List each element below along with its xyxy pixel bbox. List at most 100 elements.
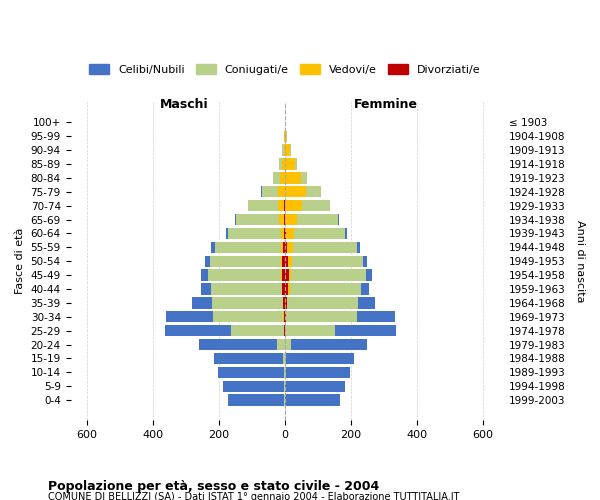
Bar (212, 297, 283, 308)
Bar (285, 284, 288, 294)
Bar (284, 394, 285, 406)
Bar (345, 228, 347, 239)
Bar (205, 256, 209, 267)
Bar (285, 353, 286, 364)
Bar (285, 214, 286, 226)
Bar (286, 353, 354, 364)
Bar (223, 380, 284, 392)
Bar (285, 116, 286, 128)
Bar (232, 325, 284, 336)
Bar (285, 256, 288, 267)
Bar (281, 284, 282, 294)
Bar (281, 270, 285, 281)
Bar (282, 284, 285, 294)
Bar (261, 186, 262, 198)
Bar (285, 130, 286, 142)
Bar (285, 172, 301, 184)
Bar (286, 325, 335, 336)
Bar (285, 311, 286, 322)
Bar (282, 158, 285, 170)
Legend: Celibi/Nubili, Coniugati/e, Vedovi/e, Divorziati/e: Celibi/Nubili, Coniugati/e, Vedovi/e, Di… (85, 60, 485, 80)
Bar (262, 186, 278, 198)
Bar (286, 394, 340, 406)
Bar (284, 311, 285, 322)
Bar (284, 214, 285, 226)
Bar (235, 214, 236, 226)
Bar (289, 270, 292, 281)
Bar (295, 158, 298, 170)
Bar (236, 214, 279, 226)
Bar (284, 366, 285, 378)
Bar (282, 256, 285, 267)
Bar (338, 214, 339, 226)
Y-axis label: Fasce di età: Fasce di età (15, 228, 25, 294)
Bar (335, 325, 396, 336)
Bar (209, 256, 281, 267)
Bar (166, 311, 212, 322)
Bar (329, 200, 330, 211)
Bar (285, 200, 302, 211)
Bar (287, 242, 293, 253)
Bar (292, 270, 365, 281)
Bar (166, 325, 232, 336)
Bar (285, 394, 286, 406)
Bar (284, 325, 285, 336)
Bar (286, 228, 294, 239)
Bar (290, 284, 361, 294)
Bar (283, 297, 285, 308)
Bar (202, 270, 208, 281)
Bar (201, 284, 211, 294)
Bar (283, 353, 285, 364)
Bar (301, 172, 307, 184)
Bar (365, 270, 371, 281)
Bar (292, 339, 367, 350)
Bar (285, 339, 292, 350)
Bar (285, 186, 306, 198)
Bar (278, 200, 284, 211)
Bar (284, 228, 285, 239)
Bar (281, 242, 283, 253)
Bar (288, 256, 292, 267)
Text: Popolazione per età, sesso e stato civile - 2004: Popolazione per età, sesso e stato civil… (48, 480, 379, 493)
Text: COMUNE DI BELLIZZI (SA) - Dati ISTAT 1° gennaio 2004 - Elaborazione TUTTITALIA.I: COMUNE DI BELLIZZI (SA) - Dati ISTAT 1° … (48, 492, 460, 500)
Bar (228, 228, 281, 239)
Bar (358, 297, 375, 308)
Bar (363, 256, 367, 267)
Text: Femmine: Femmine (353, 98, 418, 111)
Bar (281, 228, 284, 239)
Bar (358, 311, 395, 322)
Bar (226, 228, 228, 239)
Bar (212, 311, 283, 322)
Bar (281, 256, 282, 267)
Bar (284, 144, 285, 156)
Bar (282, 144, 284, 156)
Bar (285, 144, 290, 156)
Bar (273, 172, 280, 184)
Bar (286, 311, 358, 322)
Bar (279, 158, 282, 170)
Bar (294, 228, 345, 239)
Bar (285, 366, 286, 378)
Bar (292, 256, 363, 267)
Bar (211, 284, 281, 294)
Bar (285, 270, 289, 281)
Bar (306, 186, 321, 198)
Bar (208, 270, 281, 281)
Bar (302, 200, 329, 211)
Bar (279, 214, 284, 226)
Bar (214, 353, 283, 364)
Bar (199, 339, 277, 350)
Bar (285, 325, 286, 336)
Bar (284, 380, 285, 392)
Bar (361, 284, 369, 294)
Y-axis label: Anni di nascita: Anni di nascita (575, 220, 585, 302)
Bar (297, 214, 338, 226)
Bar (286, 366, 350, 378)
Text: Maschi: Maschi (160, 98, 208, 111)
Bar (278, 186, 285, 198)
Bar (285, 158, 295, 170)
Bar (211, 242, 215, 253)
Bar (287, 297, 358, 308)
Bar (248, 200, 278, 211)
Bar (286, 214, 297, 226)
